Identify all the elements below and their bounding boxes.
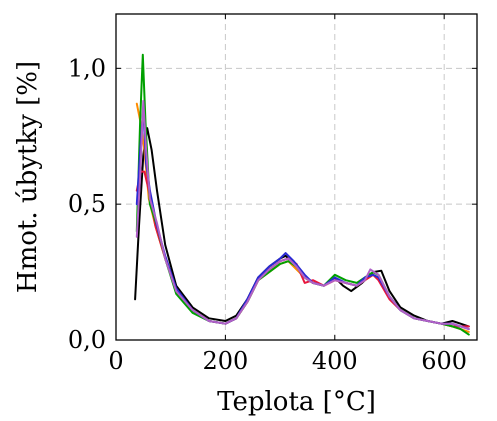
series-line-1 [134,127,470,328]
plot-frame [115,13,478,341]
x-axis-label: Teplota [°C] [217,387,376,417]
x-tick-label: 0 [108,347,123,375]
y-tick-label: 0,5 [68,190,106,218]
tick-labels: 0 200 400 600 0,0 0,5 1,0 [68,54,467,375]
data-series [134,53,470,336]
y-axis-label: Hmot. úbytky [%] [13,61,43,293]
y-tick-label: 0,0 [68,326,106,354]
axis-ticks [115,14,477,341]
x-tick-label: 200 [202,347,248,375]
x-tick-label: 600 [421,347,467,375]
series-line-4 [135,53,470,336]
series-line-2 [135,102,470,333]
grid-lines [115,14,477,341]
y-tick-label: 1,0 [68,54,106,82]
series-line-5 [135,108,470,331]
x-tick-label: 400 [312,347,358,375]
series-line-6 [135,99,470,331]
